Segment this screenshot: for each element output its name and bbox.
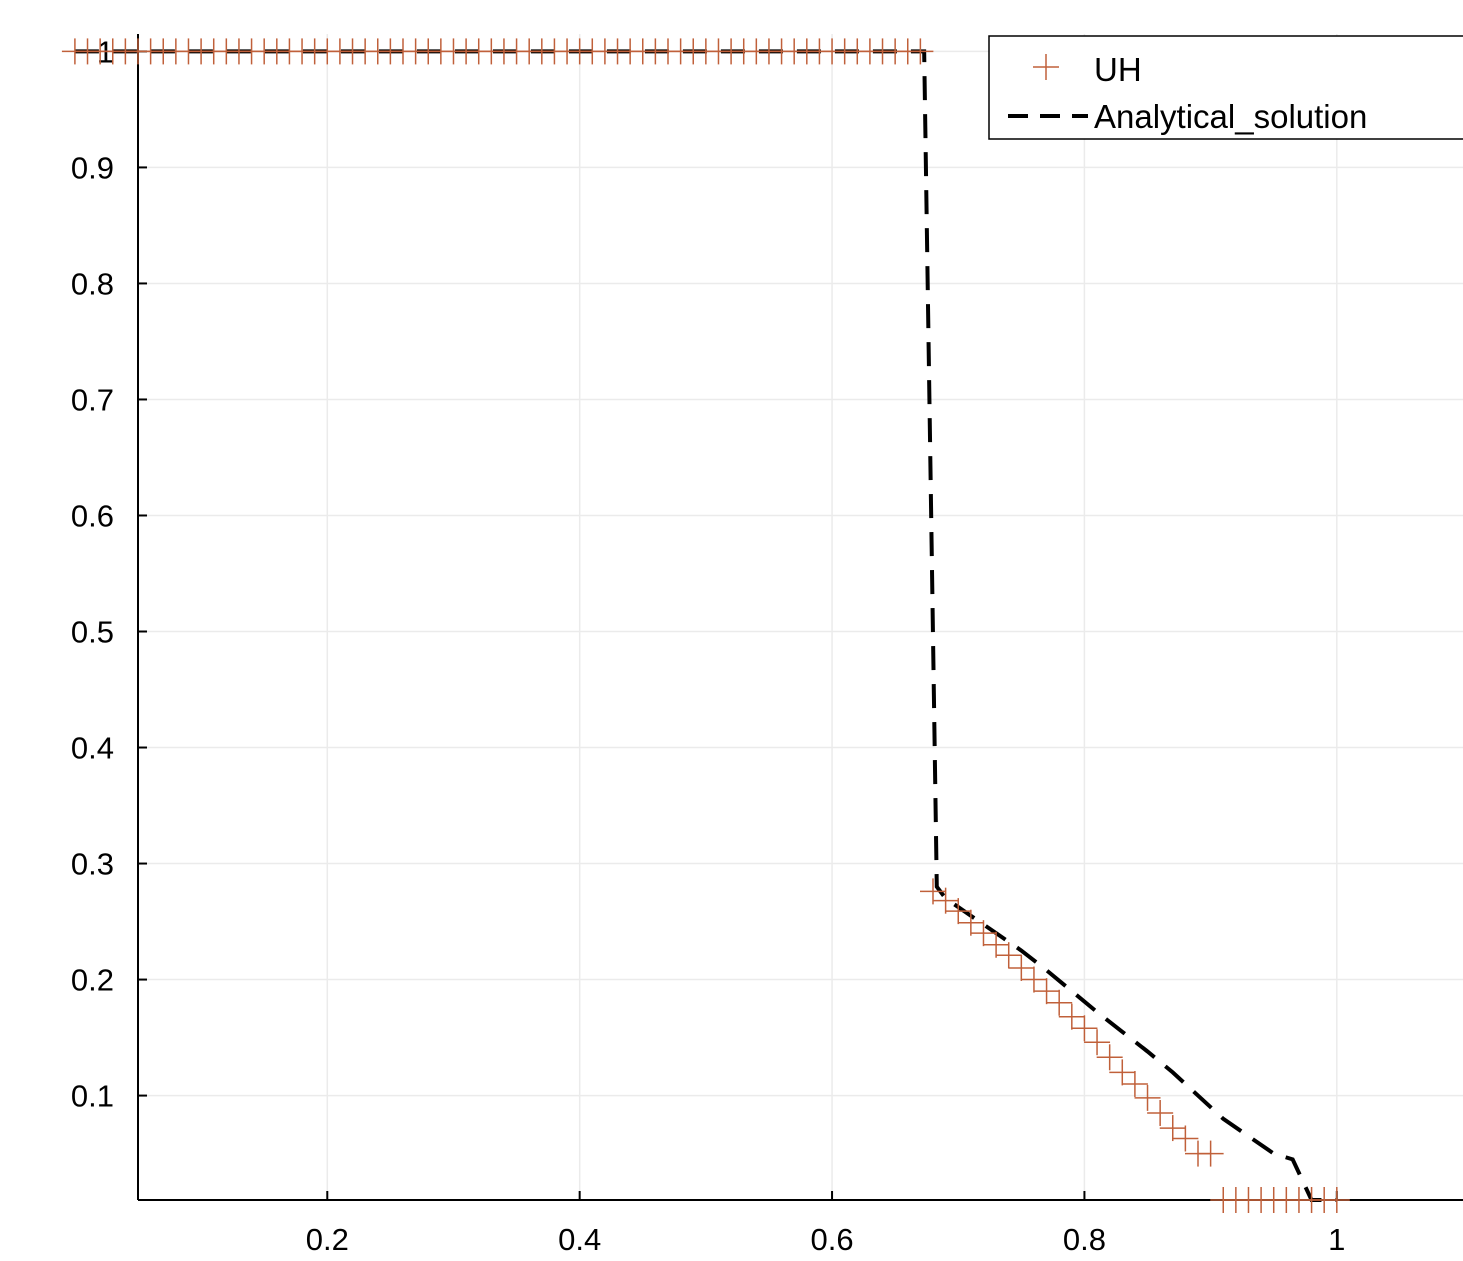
y-tick-label: 0.5 bbox=[71, 615, 114, 650]
x-tick-label: 0.2 bbox=[306, 1222, 349, 1257]
uh-marker bbox=[1159, 1115, 1186, 1142]
uh-marker bbox=[970, 920, 997, 947]
legend-box bbox=[988, 35, 1463, 140]
y-tick-label: 0.7 bbox=[71, 382, 114, 417]
series-line-analytical-solution bbox=[74, 49, 1337, 1202]
uh-marker bbox=[1109, 1059, 1136, 1086]
uh-marker bbox=[1096, 1044, 1123, 1071]
uh-marker bbox=[1172, 1125, 1199, 1152]
axes bbox=[137, 34, 1463, 1201]
uh-marker bbox=[1323, 1187, 1350, 1213]
uh-marker bbox=[1033, 978, 1060, 1005]
uh-marker bbox=[1121, 1070, 1148, 1097]
uh-marker bbox=[1058, 1003, 1085, 1030]
ticks: 0.2 0.4 0.6 0.8 1 0.1 0.2 0.3 0.4 0.5 0.6 0.7 0.8 0.9… bbox=[71, 34, 1346, 1257]
uh-marker bbox=[1008, 954, 1035, 981]
y-tick-label: 0.1 bbox=[71, 1079, 114, 1114]
x-tick-label: 1 bbox=[1328, 1222, 1345, 1257]
y-tick-label: 0.6 bbox=[71, 498, 114, 533]
uh-marker bbox=[1071, 1015, 1098, 1042]
uh-marker bbox=[907, 38, 934, 65]
uh-marker bbox=[945, 898, 972, 925]
uh-marker bbox=[957, 909, 984, 936]
uh-marker bbox=[1197, 1140, 1224, 1167]
y-tick-label: 0.2 bbox=[71, 963, 114, 998]
legend-label-uh: UH bbox=[1094, 51, 1142, 88]
uh-marker bbox=[1147, 1099, 1174, 1126]
legend: UH Analytical_solution bbox=[988, 35, 1463, 140]
uh-marker bbox=[1046, 989, 1073, 1016]
x-tick-label: 0.4 bbox=[558, 1222, 601, 1257]
plot-area bbox=[61, 38, 1350, 1213]
uh-marker bbox=[1084, 1029, 1111, 1056]
uh-marker bbox=[983, 931, 1010, 958]
uh-marker bbox=[995, 942, 1022, 969]
uh-marker bbox=[1134, 1084, 1161, 1111]
x-tick-label: 0.6 bbox=[810, 1222, 853, 1257]
legend-marker-uh bbox=[1033, 54, 1059, 80]
y-tick-label: 0.4 bbox=[71, 731, 114, 766]
legend-label-analytical: Analytical_solution bbox=[1094, 98, 1367, 135]
y-tick-label: 0.3 bbox=[71, 847, 114, 882]
y-tick-label: 0.8 bbox=[71, 266, 114, 301]
uh-marker bbox=[932, 887, 959, 914]
gridlines bbox=[138, 34, 1463, 1200]
x-tick-label: 0.8 bbox=[1063, 1222, 1106, 1257]
y-tick-label: 0.9 bbox=[71, 150, 114, 185]
uh-marker bbox=[1020, 966, 1047, 993]
